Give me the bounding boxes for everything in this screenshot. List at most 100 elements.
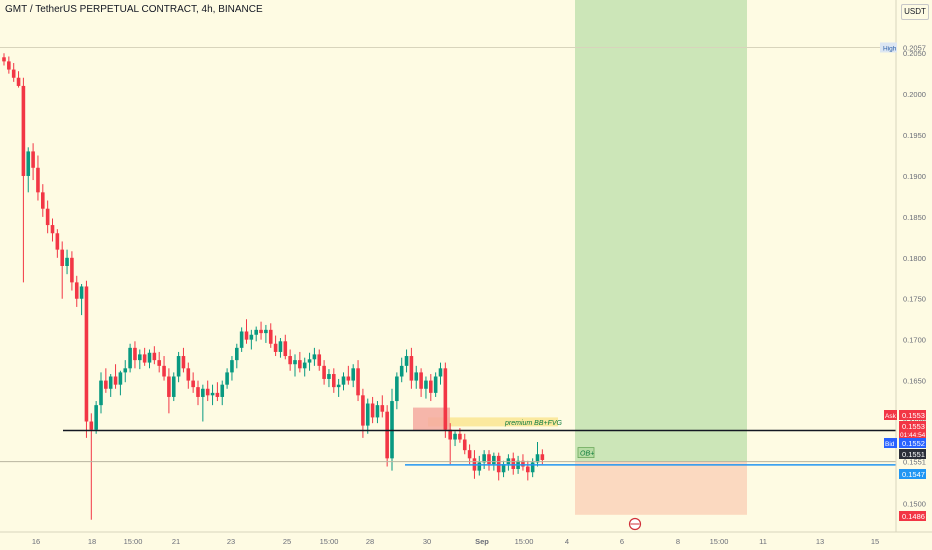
- time-tick: 13: [816, 537, 824, 546]
- candle-body: [351, 368, 355, 381]
- stop-bg: [899, 511, 926, 521]
- candle-body: [322, 365, 326, 379]
- candle-body: [138, 354, 142, 361]
- candle-body: [36, 167, 40, 193]
- candle-body: [26, 151, 31, 176]
- candle-body: [249, 334, 254, 340]
- chart-title: GMT / TetherUS PERPETUAL CONTRACT, 4h, B…: [5, 4, 263, 15]
- ask-price: 0.1553: [902, 411, 925, 420]
- candle-body: [259, 329, 263, 334]
- time-tick: 4: [565, 537, 569, 546]
- candle-body: [496, 455, 501, 473]
- candle-body: [225, 372, 229, 385]
- bearish-block-zone: [413, 407, 450, 431]
- time-tick: 11: [759, 537, 767, 546]
- candle-body: [55, 233, 60, 250]
- ob-label-box: [577, 447, 595, 459]
- candle-body: [205, 388, 210, 396]
- candle-body: [65, 257, 69, 266]
- candle-body: [526, 466, 530, 473]
- candle-body: [176, 356, 181, 377]
- stop-price: 0.1486: [902, 512, 925, 521]
- candle-body: [487, 454, 491, 465]
- bid-price-bg: [899, 438, 926, 448]
- candle-body: [171, 376, 176, 397]
- candle-body: [41, 192, 45, 209]
- candle-body: [70, 257, 74, 283]
- candle-body: [128, 347, 132, 369]
- candle-body: [370, 403, 375, 418]
- candle-body: [419, 372, 423, 389]
- price-tick: 0.1551: [903, 458, 926, 467]
- ask-price-bg: [899, 410, 926, 420]
- candle-body: [356, 368, 360, 396]
- candle-body: [395, 376, 399, 402]
- price-tick: 0.1500: [903, 499, 926, 508]
- candle-body: [336, 384, 341, 388]
- candle-body: [230, 360, 234, 373]
- candle-body: [453, 433, 457, 440]
- currency-button[interactable]: USDT: [901, 4, 929, 20]
- candle-body: [414, 372, 419, 381]
- candle-body: [191, 380, 195, 388]
- candle-body: [433, 376, 438, 393]
- fvg-label: premium BB+FVG: [504, 420, 563, 427]
- time-tick: 6: [620, 537, 624, 546]
- candle-body: [409, 356, 414, 381]
- candle-body: [104, 380, 108, 389]
- candle-body: [181, 356, 186, 369]
- high-value: 0.2057: [903, 43, 926, 52]
- price-tick: 0.1750: [903, 295, 926, 304]
- blue-line-price: 0.1547: [902, 470, 925, 479]
- time-tick: 8: [676, 537, 680, 546]
- candle-body: [385, 411, 389, 459]
- candle-body: [235, 347, 239, 361]
- candle-body: [332, 374, 336, 388]
- candle-body: [288, 356, 292, 365]
- candle-body: [361, 395, 365, 426]
- candle-body: [210, 392, 215, 396]
- candle-body: [298, 360, 302, 369]
- candle-body: [365, 403, 370, 426]
- candle-body: [380, 405, 385, 412]
- ask-tag-bg: [884, 410, 897, 420]
- candle-body: [99, 380, 103, 406]
- candle-body: [74, 282, 79, 299]
- candle-body: [404, 356, 409, 366]
- candle-body: [462, 439, 467, 451]
- price-tick: 0.1650: [903, 377, 926, 386]
- candle-body: [7, 61, 11, 70]
- bid-tag: Bid: [885, 441, 895, 448]
- candle-body: [438, 368, 443, 377]
- candle-body: [429, 380, 433, 393]
- candle-body: [535, 454, 540, 463]
- time-tick: 15:00: [320, 537, 339, 546]
- candle-body: [147, 352, 152, 363]
- candle-body: [31, 151, 35, 168]
- candle-body: [196, 387, 200, 397]
- candle-body: [89, 421, 94, 430]
- time-tick: 15: [871, 537, 879, 546]
- candle-body: [162, 365, 166, 377]
- candle-body: [477, 462, 482, 471]
- price-tick: 0.2000: [903, 90, 926, 99]
- candle-body: [448, 429, 452, 440]
- loss-zone: [575, 461, 747, 515]
- time-tick: 21: [172, 537, 180, 546]
- countdown: 01:44:54: [900, 432, 926, 439]
- candle-body: [341, 376, 346, 385]
- candle-body: [458, 433, 462, 440]
- candle-body: [79, 286, 84, 299]
- candle-body: [312, 354, 317, 360]
- candle-body: [157, 360, 161, 366]
- candle-body: [501, 464, 506, 473]
- candle-body: [244, 331, 249, 340]
- price-tick: 0.1700: [903, 336, 926, 345]
- candle-body: [530, 462, 535, 473]
- ob-label: OB+: [580, 451, 594, 458]
- candle-body: [521, 460, 525, 467]
- candle-body: [540, 454, 545, 460]
- candle-body: [273, 343, 278, 352]
- candle-body: [467, 450, 472, 459]
